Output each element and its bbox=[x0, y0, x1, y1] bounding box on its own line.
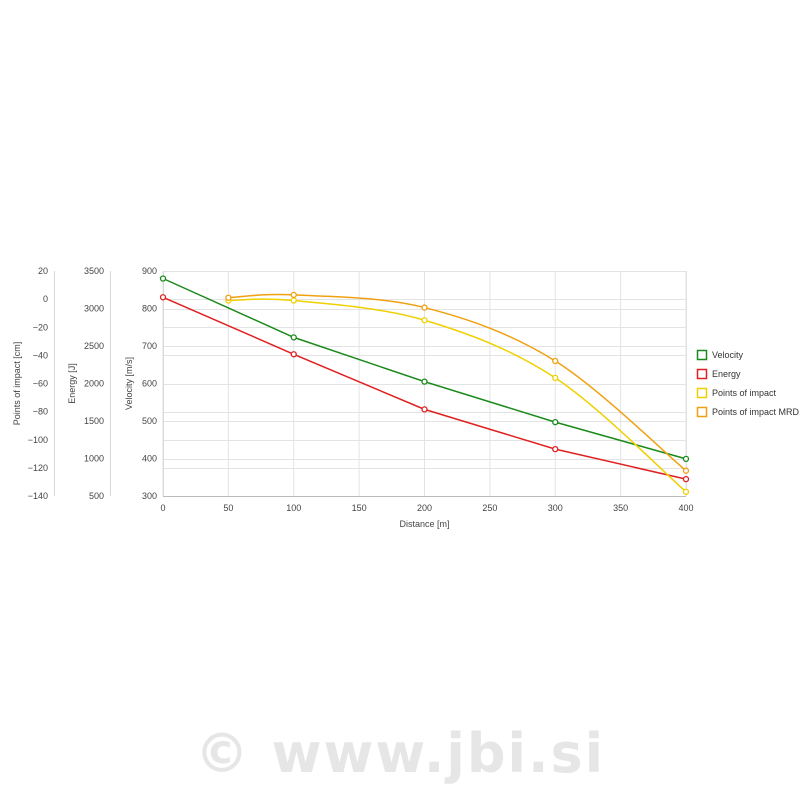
poi-tick-label: −60 bbox=[33, 379, 48, 389]
legend-label: Energy bbox=[712, 369, 741, 379]
data-point-velocity[interactable] bbox=[159, 275, 167, 282]
velocity-tick-label: 600 bbox=[142, 379, 157, 389]
velocity-axis-title: Velocity [m/s] bbox=[124, 357, 134, 410]
legend-label: Points of impact bbox=[712, 388, 777, 398]
x-tick-label: 150 bbox=[352, 503, 367, 513]
energy-tick-label: 3500 bbox=[84, 266, 104, 276]
data-point-points-of-impact[interactable] bbox=[421, 317, 428, 324]
data-point-points-of-impact-mrd[interactable] bbox=[290, 291, 297, 299]
series-line-points-of-impact-mrd bbox=[228, 293, 687, 472]
legend-swatch bbox=[696, 387, 708, 399]
poi-tick-label: −80 bbox=[33, 407, 48, 417]
data-point-points-of-impact-mrd[interactable] bbox=[552, 357, 559, 365]
velocity-tick-label: 400 bbox=[142, 454, 157, 464]
legend-swatch bbox=[696, 368, 708, 380]
x-tick-label: 50 bbox=[223, 503, 233, 513]
data-point-points-of-impact[interactable] bbox=[290, 297, 297, 304]
poi-tick-label: 20 bbox=[38, 266, 48, 276]
poi-tick-label: −20 bbox=[33, 322, 48, 332]
velocity-tick-label: 500 bbox=[142, 416, 157, 426]
poi-tick-label: −140 bbox=[28, 491, 48, 501]
poi-tick-label: −100 bbox=[28, 435, 48, 445]
x-tick-label: 250 bbox=[482, 503, 497, 513]
velocity-tick-label: 300 bbox=[142, 491, 157, 501]
poi-tick-label: 0 bbox=[43, 294, 48, 304]
energy-axis-title: Energy [J] bbox=[67, 363, 77, 404]
watermark: © www.jbi.si bbox=[194, 722, 606, 785]
poi-axis-title: Points of impact [cm] bbox=[12, 342, 22, 426]
x-tick-label: 400 bbox=[678, 503, 693, 513]
data-point-velocity[interactable] bbox=[552, 418, 559, 426]
energy-tick-label: 2500 bbox=[84, 341, 104, 351]
legend-item-velocity[interactable]: Velocity bbox=[696, 349, 744, 361]
data-point-velocity[interactable] bbox=[682, 455, 690, 463]
legend-swatch bbox=[696, 349, 708, 361]
data-point-energy[interactable] bbox=[421, 406, 428, 413]
x-axis-title: Distance [m] bbox=[399, 519, 449, 529]
poi-tick-label: −40 bbox=[33, 350, 48, 360]
energy-tick-label: 1000 bbox=[84, 454, 104, 464]
velocity-tick-label: 800 bbox=[142, 304, 157, 314]
data-point-points-of-impact[interactable] bbox=[682, 488, 690, 495]
series-line-points-of-impact bbox=[228, 298, 687, 493]
legend-item-points-of-impact[interactable]: Points of impact bbox=[696, 387, 777, 399]
velocity-tick-label: 700 bbox=[142, 341, 157, 351]
data-point-energy[interactable] bbox=[682, 475, 690, 483]
velocity-tick-label: 900 bbox=[142, 266, 157, 276]
x-tick-label: 300 bbox=[548, 503, 563, 513]
energy-tick-label: 1500 bbox=[84, 416, 104, 426]
data-point-points-of-impact-mrd[interactable] bbox=[682, 467, 690, 474]
energy-tick-label: 2000 bbox=[84, 379, 104, 389]
data-point-points-of-impact-mrd[interactable] bbox=[421, 304, 428, 311]
energy-tick-label: 3000 bbox=[84, 304, 104, 314]
poi-tick-label: −120 bbox=[28, 463, 48, 473]
legend-item-points-of-impact-mrd[interactable]: Points of impact MRD bbox=[696, 406, 800, 418]
legend-item-energy[interactable]: Energy bbox=[696, 368, 742, 380]
x-tick-label: 100 bbox=[286, 503, 301, 513]
data-point-points-of-impact-mrd[interactable] bbox=[225, 294, 232, 301]
data-point-energy[interactable] bbox=[159, 294, 167, 301]
legend[interactable]: Velocity Energy Points of impact Points of … bbox=[696, 349, 800, 418]
series-layer bbox=[159, 275, 690, 495]
energy-tick-label: 500 bbox=[89, 491, 104, 501]
data-point-energy[interactable] bbox=[290, 351, 297, 358]
legend-label: Points of impact MRD bbox=[712, 407, 800, 417]
x-tick-label: 350 bbox=[613, 503, 628, 513]
legend-swatch bbox=[696, 406, 708, 418]
x-tick-label: 0 bbox=[160, 503, 165, 513]
data-point-energy[interactable] bbox=[552, 445, 559, 453]
legend-label: Velocity bbox=[712, 350, 744, 360]
data-point-points-of-impact[interactable] bbox=[552, 374, 559, 382]
data-point-velocity[interactable] bbox=[290, 334, 297, 341]
data-point-velocity[interactable] bbox=[421, 378, 428, 385]
x-tick-label: 200 bbox=[417, 503, 432, 513]
